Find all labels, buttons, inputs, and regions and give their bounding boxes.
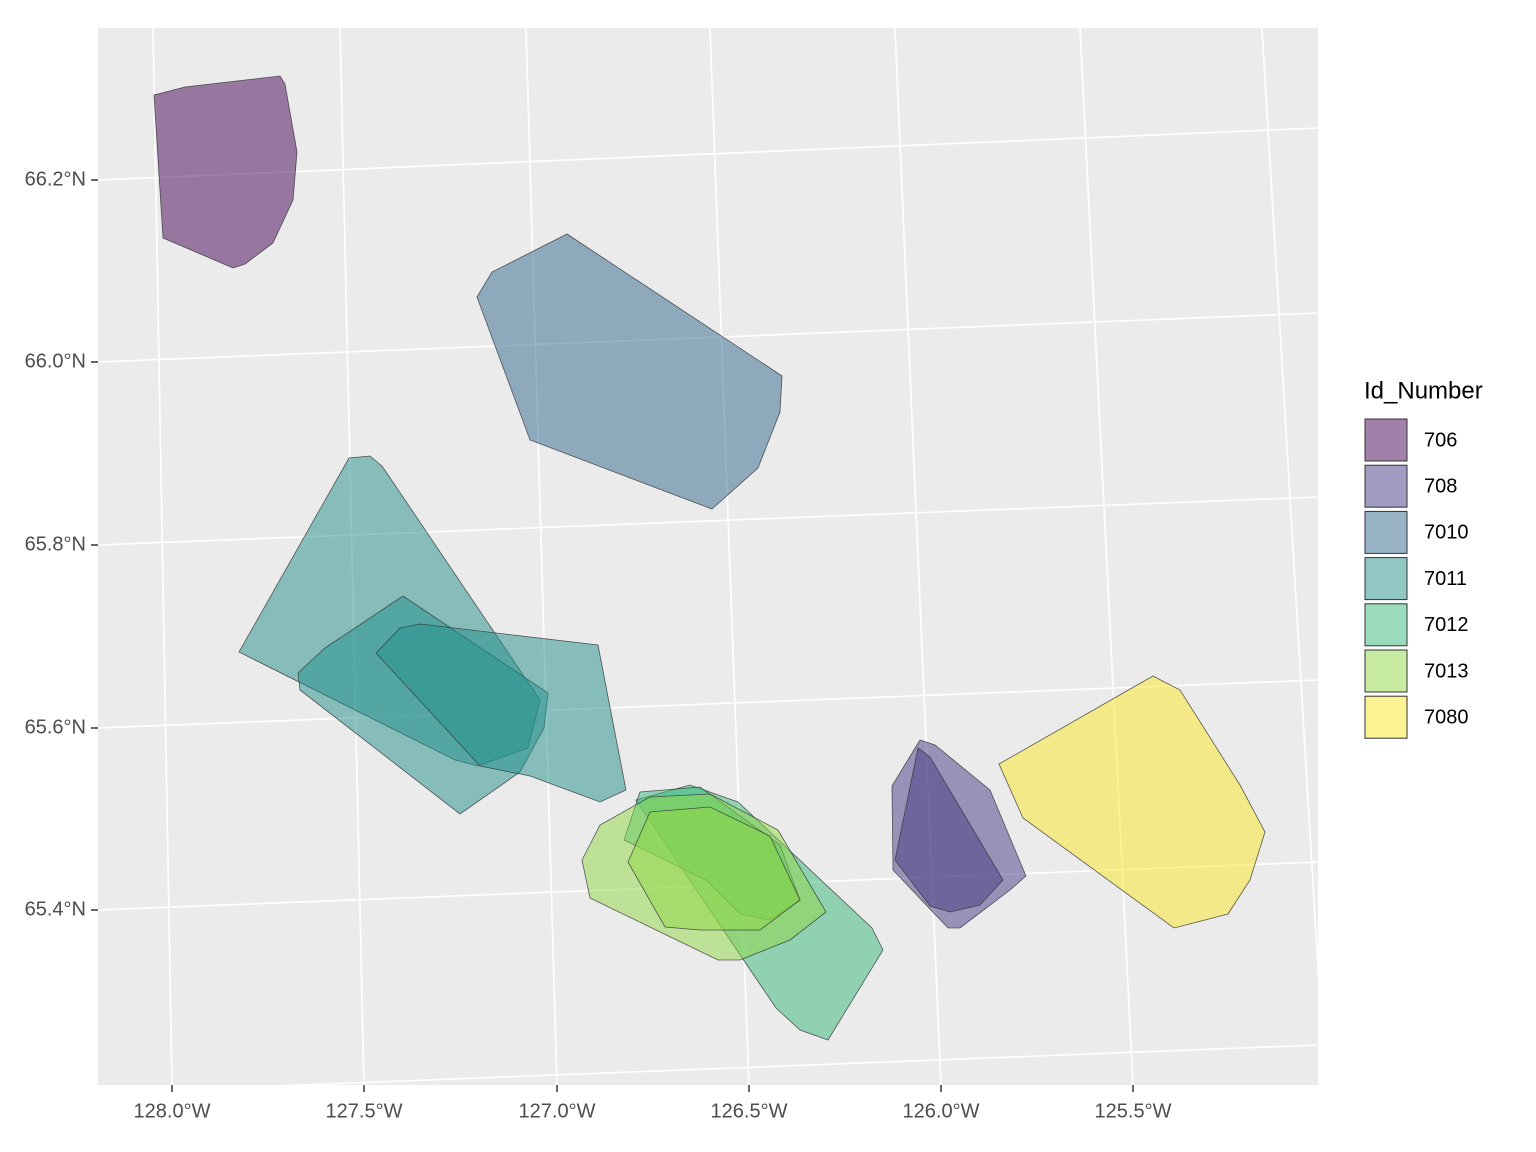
- legend-key: [1364, 649, 1408, 693]
- legend-label: 706: [1424, 429, 1457, 451]
- x-tick-label: 125.5°W: [1095, 1100, 1172, 1122]
- legend-label: 708: [1424, 475, 1457, 497]
- legend-label: 7012: [1424, 614, 1469, 636]
- region-7010: [476, 233, 783, 510]
- ticks: 128.0°W 127.5°W 127.0°W 126.5°W 126.0°W 125.5…: [25, 168, 1172, 1122]
- y-tick-label: 66.2°N: [25, 168, 86, 190]
- legend-key: [1364, 510, 1408, 554]
- legend-label: 7011: [1424, 568, 1467, 590]
- region-7011: [375, 623, 627, 803]
- y-tick-label: 65.6°N: [25, 716, 86, 738]
- y-tick-label: 66.0°N: [25, 350, 86, 372]
- legend-label: 7010: [1424, 522, 1469, 544]
- legend-key: [1364, 695, 1408, 739]
- y-tick-label: 65.8°N: [25, 533, 86, 555]
- legend-key: [1364, 557, 1408, 601]
- region-7013: [627, 806, 801, 931]
- x-tick-label: 127.0°W: [519, 1100, 596, 1122]
- legend-key: [1364, 418, 1408, 462]
- legend-label: 7080: [1424, 706, 1469, 728]
- polygons: [153, 75, 1266, 1041]
- region-706: [153, 75, 298, 269]
- legend-label: 7013: [1424, 660, 1469, 682]
- legend: 706 708 7010 7011 7012 7013 7080: [1364, 418, 1469, 739]
- x-tick-label: 126.5°W: [711, 1100, 788, 1122]
- region-7080: [998, 675, 1266, 929]
- x-tick-label: 127.5°W: [326, 1100, 403, 1122]
- x-tick-label: 126.0°W: [903, 1100, 980, 1122]
- legend-title: Id_Number: [1364, 377, 1483, 404]
- y-tick-label: 65.4°N: [25, 898, 86, 920]
- legend-key: [1364, 464, 1408, 508]
- x-tick-label: 128.0°W: [134, 1100, 211, 1122]
- legend-key: [1364, 603, 1408, 647]
- region-708: [894, 747, 1004, 913]
